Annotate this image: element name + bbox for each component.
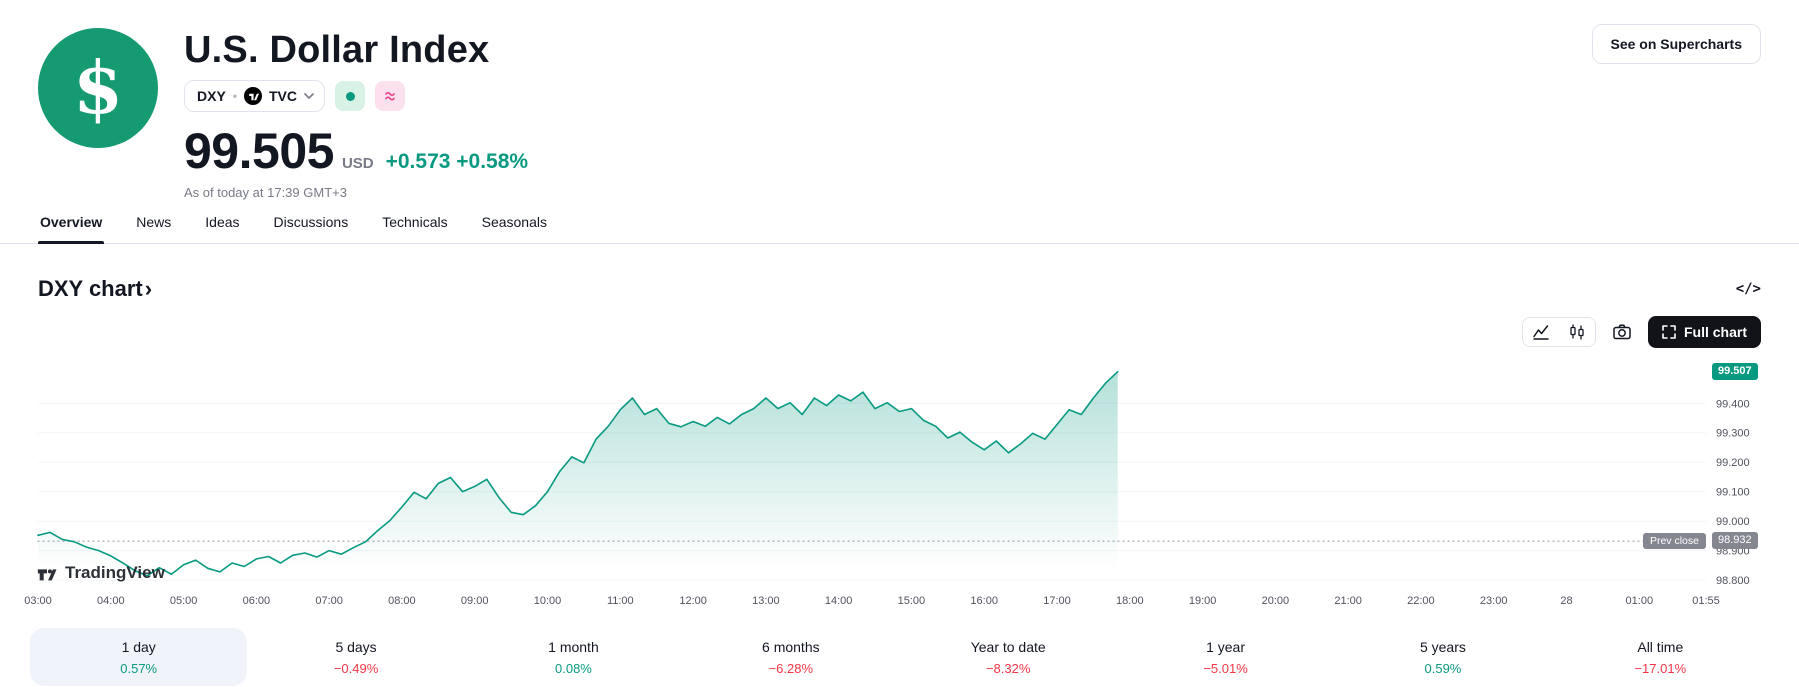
tab-news[interactable]: News xyxy=(136,214,172,230)
svg-text:28: 28 xyxy=(1560,595,1572,607)
chevron-down-icon xyxy=(304,92,314,99)
svg-text:18:00: 18:00 xyxy=(1116,595,1144,607)
tradingview-watermark[interactable]: TradingView xyxy=(36,562,165,584)
candles-chart-type-button[interactable] xyxy=(1558,318,1595,346)
svg-text:01:55: 01:55 xyxy=(1692,595,1720,607)
dot-separator: • xyxy=(232,89,237,103)
svg-text:98.800: 98.800 xyxy=(1716,575,1750,587)
svg-text:05:00: 05:00 xyxy=(170,595,198,607)
svg-text:20:00: 20:00 xyxy=(1262,595,1290,607)
snapshot-camera-button[interactable] xyxy=(1608,318,1636,346)
see-on-supercharts-button[interactable]: See on Supercharts xyxy=(1591,24,1761,64)
svg-text:23:00: 23:00 xyxy=(1480,595,1508,607)
svg-text:19:00: 19:00 xyxy=(1189,595,1217,607)
market-open-dot-icon xyxy=(345,91,355,101)
svg-text:07:00: 07:00 xyxy=(315,595,343,607)
chart-type-switcher xyxy=(1521,317,1596,347)
svg-text:15:00: 15:00 xyxy=(898,595,926,607)
symbol-label: DXY xyxy=(197,88,226,104)
svg-text:16:00: 16:00 xyxy=(970,595,998,607)
period-1-year[interactable]: 1 year −5.01% xyxy=(1117,628,1334,686)
dollar-glyph: $ xyxy=(72,45,124,130)
currency-label: USD xyxy=(341,155,374,172)
exchange-label: TVC xyxy=(269,88,297,104)
wave-icon xyxy=(385,91,395,101)
period-6-months[interactable]: 6 months −6.28% xyxy=(682,628,899,686)
svg-text:01:00: 01:00 xyxy=(1626,595,1654,607)
period-1-day[interactable]: 1 day 0.57% xyxy=(30,628,248,686)
svg-text:03:00: 03:00 xyxy=(24,595,52,607)
chevron-right-icon: › xyxy=(144,276,153,301)
svg-text:08:00: 08:00 xyxy=(388,595,416,607)
period-all-time[interactable]: All time −17.01% xyxy=(1552,628,1769,686)
prev-close-value-badge: 98.932 xyxy=(1712,532,1758,550)
market-open-badge[interactable] xyxy=(335,81,365,111)
period-year-to-date[interactable]: Year to date −8.32% xyxy=(900,628,1117,686)
tab-ideas[interactable]: Ideas xyxy=(205,214,240,230)
usd-index-logo: $ xyxy=(38,28,158,148)
svg-text:12:00: 12:00 xyxy=(679,595,707,607)
fullscreen-icon xyxy=(1662,325,1676,339)
svg-text:99.300: 99.300 xyxy=(1716,428,1750,440)
prev-close-label: Prev close xyxy=(1642,533,1706,550)
svg-text:99.000: 99.000 xyxy=(1716,516,1750,528)
svg-text:13:00: 13:00 xyxy=(752,595,780,607)
tradingview-watermark-label: TradingView xyxy=(65,563,165,582)
section-tabs: Overview News Ideas Discussions Technica… xyxy=(0,214,1799,244)
tab-overview[interactable]: Overview xyxy=(38,214,105,244)
symbol-selector[interactable]: DXY • TVC xyxy=(184,80,325,112)
area-chart-icon xyxy=(1533,325,1549,340)
chart-title-text: DXY chart xyxy=(38,276,143,301)
streaming-data-badge[interactable] xyxy=(375,81,405,111)
embed-code-icon[interactable]: </> xyxy=(1735,281,1761,297)
price-change: +0.573 +0.58% xyxy=(385,150,529,173)
price-chart-svg[interactable]: 99.40099.30099.20099.10099.00098.90098.8… xyxy=(0,356,1799,612)
svg-text:21:00: 21:00 xyxy=(1334,595,1362,607)
full-chart-label: Full chart xyxy=(1683,324,1747,340)
svg-text:99.400: 99.400 xyxy=(1716,398,1750,410)
period-5-days[interactable]: 5 days −0.49% xyxy=(247,628,464,686)
page-title: U.S. Dollar Index xyxy=(184,29,490,71)
symbol-row: DXY • TVC xyxy=(184,80,528,112)
svg-text:09:00: 09:00 xyxy=(461,595,489,607)
svg-text:04:00: 04:00 xyxy=(97,595,125,607)
camera-icon xyxy=(1613,324,1631,340)
tradingview-logo-icon xyxy=(37,569,57,581)
symbol-info: U.S. Dollar Index DXY • TVC xyxy=(184,28,528,200)
svg-text:14:00: 14:00 xyxy=(825,595,853,607)
svg-text:22:00: 22:00 xyxy=(1407,595,1435,607)
period-1-month[interactable]: 1 month 0.08% xyxy=(465,628,682,686)
last-price: 99.505 xyxy=(184,123,334,179)
tab-seasonals[interactable]: Seasonals xyxy=(481,214,547,230)
tab-technicals[interactable]: Technicals xyxy=(382,214,448,230)
as-of-note: As of today at 17:39 GMT+3 xyxy=(184,185,347,200)
symbol-header: $ U.S. Dollar Index DXY • TVC xyxy=(0,0,1799,200)
svg-text:99.200: 99.200 xyxy=(1716,457,1750,469)
tab-discussions[interactable]: Discussions xyxy=(273,214,349,230)
period-performance-bar: 1 day 0.57% 5 days −0.49% 1 month 0.08% 6 m… xyxy=(0,628,1799,686)
price-row: 99.505 USD +0.573 +0.58% xyxy=(184,126,528,176)
last-price-badge: 99.507 xyxy=(1712,362,1758,380)
chart-section: DXY chart› </> Full chart 99.400 99.300 99 xyxy=(0,244,1799,612)
svg-text:99.100: 99.100 xyxy=(1716,487,1750,499)
candles-icon xyxy=(1570,324,1584,340)
area-chart-type-button[interactable] xyxy=(1522,318,1559,346)
svg-text:17:00: 17:00 xyxy=(1043,595,1071,607)
svg-text:11:00: 11:00 xyxy=(607,595,634,607)
chart-toolbar: Full chart xyxy=(0,316,1799,348)
tvc-exchange-icon xyxy=(244,87,262,105)
svg-text:10:00: 10:00 xyxy=(534,595,562,607)
full-chart-button[interactable]: Full chart xyxy=(1647,316,1761,348)
chart-section-title[interactable]: DXY chart› xyxy=(38,276,152,302)
svg-text:06:00: 06:00 xyxy=(243,595,271,607)
chart-section-head: DXY chart› </> xyxy=(0,244,1799,302)
period-5-years[interactable]: 5 years 0.59% xyxy=(1334,628,1551,686)
price-chart[interactable]: 99.400 99.300 99.200 99.100 99.000 98.900 98.8… xyxy=(0,356,1799,612)
